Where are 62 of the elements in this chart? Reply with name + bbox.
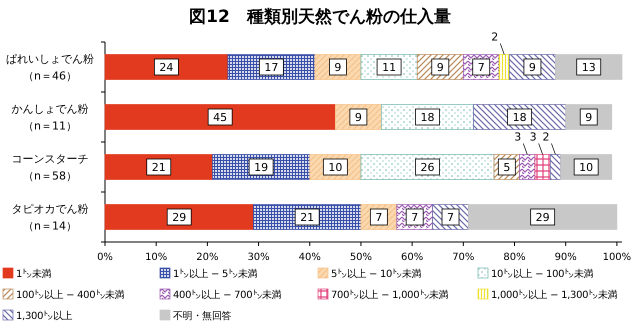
data-label: 26 — [420, 161, 434, 174]
data-label: 9 — [334, 61, 342, 74]
legend-label: 1㌧以上 − 5㌧未満 — [173, 268, 258, 280]
data-label: 5 — [503, 161, 510, 174]
data-label: 21 — [152, 161, 166, 174]
legend-label: 5㌧以上 − 10㌧未満 — [331, 268, 422, 280]
data-label: 10 — [579, 161, 594, 174]
x-tick-label: 50% — [350, 252, 372, 263]
data-label: 7 — [478, 61, 485, 74]
x-tick-label: 80% — [503, 252, 526, 263]
x-tick-label: 90% — [554, 252, 577, 263]
y-tick-label: かんしょでん粉（n＝11） — [12, 102, 88, 132]
bar — [534, 154, 551, 180]
x-tick-label: 100% — [602, 252, 632, 263]
data-label: 3 — [514, 130, 522, 144]
data-label: 7 — [375, 211, 382, 224]
data-label: 9 — [585, 111, 592, 124]
bar — [550, 154, 561, 180]
legend-label: 700㌧以上 − 1,000㌧未満 — [331, 289, 449, 301]
legend-label: 1㌧未満 — [16, 268, 52, 280]
chart-title: 図12 種類別天然でん粉の仕入量 — [189, 7, 451, 27]
data-label: 3 — [530, 130, 537, 144]
data-label: 29 — [172, 211, 186, 224]
y-tick-label: コーンスターチ（n＝58） — [12, 152, 88, 182]
data-label: 24 — [159, 61, 174, 74]
x-tick-label: 70% — [452, 252, 474, 263]
data-label: 9 — [436, 61, 444, 74]
x-tick-label: 20% — [196, 252, 218, 263]
legend-label: 不明・無回答 — [173, 310, 232, 322]
x-tick-label: 0% — [97, 252, 113, 263]
data-label: 2 — [542, 130, 550, 144]
y-tick-label: ぱれいしょでん粉（n＝46） — [6, 52, 94, 82]
legend-label: 100㌧以上 − 400㌧未満 — [16, 289, 125, 301]
legend-label: 1,300㌧以上 — [16, 310, 73, 322]
data-label: 13 — [582, 61, 596, 74]
data-label: 7 — [447, 211, 454, 224]
x-tick-label: 30% — [247, 252, 270, 263]
data-label: 18 — [420, 111, 434, 124]
data-label: 9 — [528, 61, 536, 74]
data-label: 21 — [300, 211, 314, 224]
x-tick-label: 40% — [298, 252, 321, 263]
y-tick-label: タピオカでん粉（n＝14） — [12, 202, 88, 232]
data-label: 17 — [264, 61, 278, 74]
bar — [519, 154, 536, 180]
bar — [498, 54, 510, 80]
data-label: 19 — [254, 161, 268, 174]
bar — [104, 204, 254, 230]
bar — [468, 204, 618, 230]
data-label: 9 — [354, 111, 362, 124]
data-label: 7 — [411, 211, 418, 224]
data-label: 2 — [491, 30, 498, 44]
data-label: 29 — [536, 211, 550, 224]
x-tick-label: 60% — [401, 252, 424, 263]
bar — [104, 104, 336, 130]
data-label: 45 — [213, 111, 228, 124]
legend-label: 400㌧以上 − 700㌧未満 — [173, 289, 282, 301]
data-label: 11 — [382, 61, 396, 74]
data-label: 18 — [512, 111, 527, 124]
x-tick-label: 10% — [145, 252, 168, 263]
data-label: 10 — [328, 161, 342, 174]
legend-label: 1,000㌧以上 − 1,300㌧未満 — [491, 289, 618, 301]
legend-label: 10㌧以上 − 100㌧未満 — [491, 268, 594, 280]
